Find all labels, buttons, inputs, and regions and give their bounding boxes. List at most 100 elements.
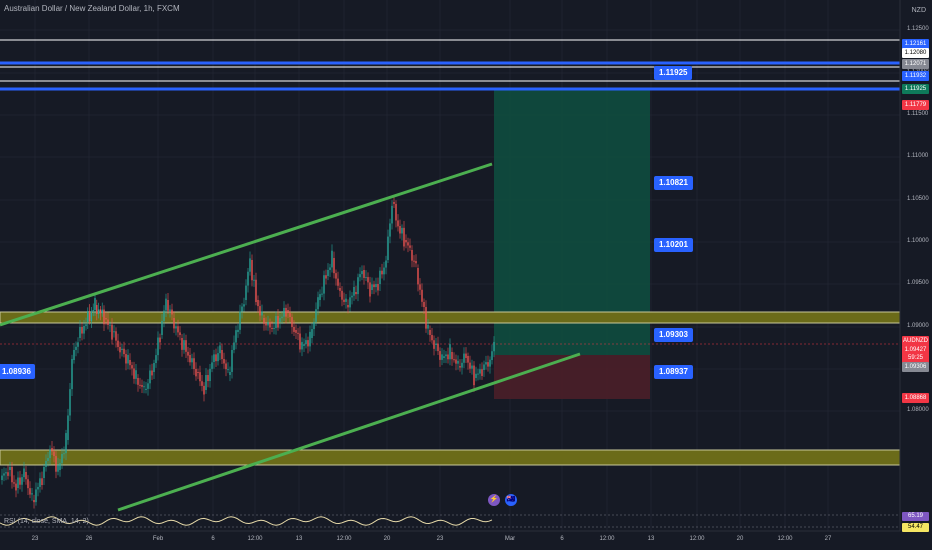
candle-down: [129, 360, 131, 366]
candle-up: [229, 371, 231, 375]
candle-down: [369, 282, 371, 297]
candle-down: [15, 483, 17, 491]
candle-down: [151, 370, 153, 376]
flag-icon[interactable]: 🇦🇺: [505, 494, 517, 506]
candle-down: [363, 270, 365, 278]
candle-up: [331, 250, 333, 268]
candle-down: [415, 261, 417, 264]
candle-down: [411, 250, 413, 261]
candle-down: [187, 351, 189, 356]
candle-down: [107, 319, 109, 326]
candle-down: [99, 309, 102, 314]
candles: [1, 195, 495, 509]
candle-up: [87, 311, 89, 322]
candle-down: [403, 227, 405, 247]
candle-down: [333, 258, 335, 274]
candle-down: [137, 378, 139, 385]
candle-down: [223, 359, 225, 364]
candle-down: [405, 240, 407, 243]
candle-up: [85, 324, 87, 326]
candle-up: [485, 362, 487, 365]
candle-up: [39, 478, 41, 487]
candle-up: [145, 388, 147, 390]
price-tick-label: 1.12500: [907, 26, 929, 32]
candle-up: [303, 344, 305, 346]
candle-down: [265, 323, 267, 326]
time-tick-label: 20: [736, 536, 744, 542]
price-tick-label: 1.08000: [907, 407, 929, 413]
candle-down: [335, 273, 337, 279]
candle-up: [169, 309, 171, 311]
candle-up: [317, 297, 319, 310]
left-price-tag: 1.08936: [0, 364, 35, 379]
candle-up: [1, 475, 3, 480]
candle-down: [179, 332, 181, 336]
callout-target[interactable]: 1.11925: [654, 66, 693, 80]
candle-up: [43, 466, 45, 478]
candle-up: [59, 463, 61, 470]
candle-up: [311, 329, 313, 338]
candle-down: [407, 242, 409, 246]
candle-up: [273, 328, 275, 330]
candle-down: [465, 353, 467, 358]
candle-up: [31, 493, 33, 495]
candle-down: [131, 365, 133, 369]
candle-up: [281, 316, 283, 319]
lightning-icon[interactable]: ⚡: [488, 494, 500, 506]
time-tick-label: 12:00: [599, 536, 615, 542]
price-tag: 1.12071: [902, 59, 929, 69]
callout-entry[interactable]: 1.09303: [654, 328, 693, 342]
candle-up: [63, 453, 65, 455]
candle-down: [257, 300, 259, 307]
candle-down: [429, 330, 431, 336]
price-tick-label: 1.10500: [907, 196, 929, 202]
candle-up: [449, 344, 451, 360]
candle-up: [283, 307, 285, 317]
candle-up: [23, 468, 25, 478]
candle-up: [351, 295, 353, 298]
candle-up: [241, 306, 243, 312]
candle-up: [479, 369, 481, 374]
candle-up: [75, 346, 77, 350]
target-zone: [494, 88, 650, 355]
callout-tp1[interactable]: 1.10201: [654, 238, 693, 252]
price-tag: 1.11932: [902, 71, 929, 81]
candle-down: [203, 385, 205, 395]
currency-label: NZD: [911, 7, 926, 14]
candle-up: [21, 477, 23, 485]
candle-up: [49, 449, 51, 459]
callout-tp2[interactable]: 1.10821: [654, 176, 693, 190]
candle-down: [225, 363, 227, 370]
candle-up: [261, 311, 263, 316]
candle-down: [111, 324, 113, 340]
candle-down: [355, 292, 357, 295]
candle-down: [431, 335, 433, 341]
price-tag: 1.11925: [902, 84, 929, 94]
candle-up: [383, 267, 385, 275]
candle-up: [493, 341, 495, 352]
candle-up: [441, 354, 443, 360]
candle-up: [92, 309, 94, 312]
candle-up: [47, 458, 49, 461]
candle-up: [323, 275, 325, 294]
candle-up: [79, 326, 81, 338]
candle-up: [94, 298, 96, 310]
price-tick-label: 1.11500: [907, 111, 929, 117]
candle-down: [423, 302, 425, 307]
candle-up: [165, 298, 167, 311]
candle-down: [293, 326, 295, 332]
candle-up: [477, 373, 479, 375]
candle-up: [153, 363, 155, 372]
time-tick-label: 13: [295, 536, 303, 542]
support-zone: [0, 449, 901, 466]
candle-up: [157, 337, 159, 356]
candle-up: [357, 277, 359, 295]
candle-up: [457, 360, 459, 364]
candle-up: [375, 284, 377, 288]
candle-up: [217, 353, 219, 362]
candle-up: [45, 460, 47, 467]
price-tag: 59:25: [902, 353, 929, 363]
callout-stop[interactable]: 1.08937: [654, 365, 693, 379]
candle-up: [163, 310, 165, 321]
